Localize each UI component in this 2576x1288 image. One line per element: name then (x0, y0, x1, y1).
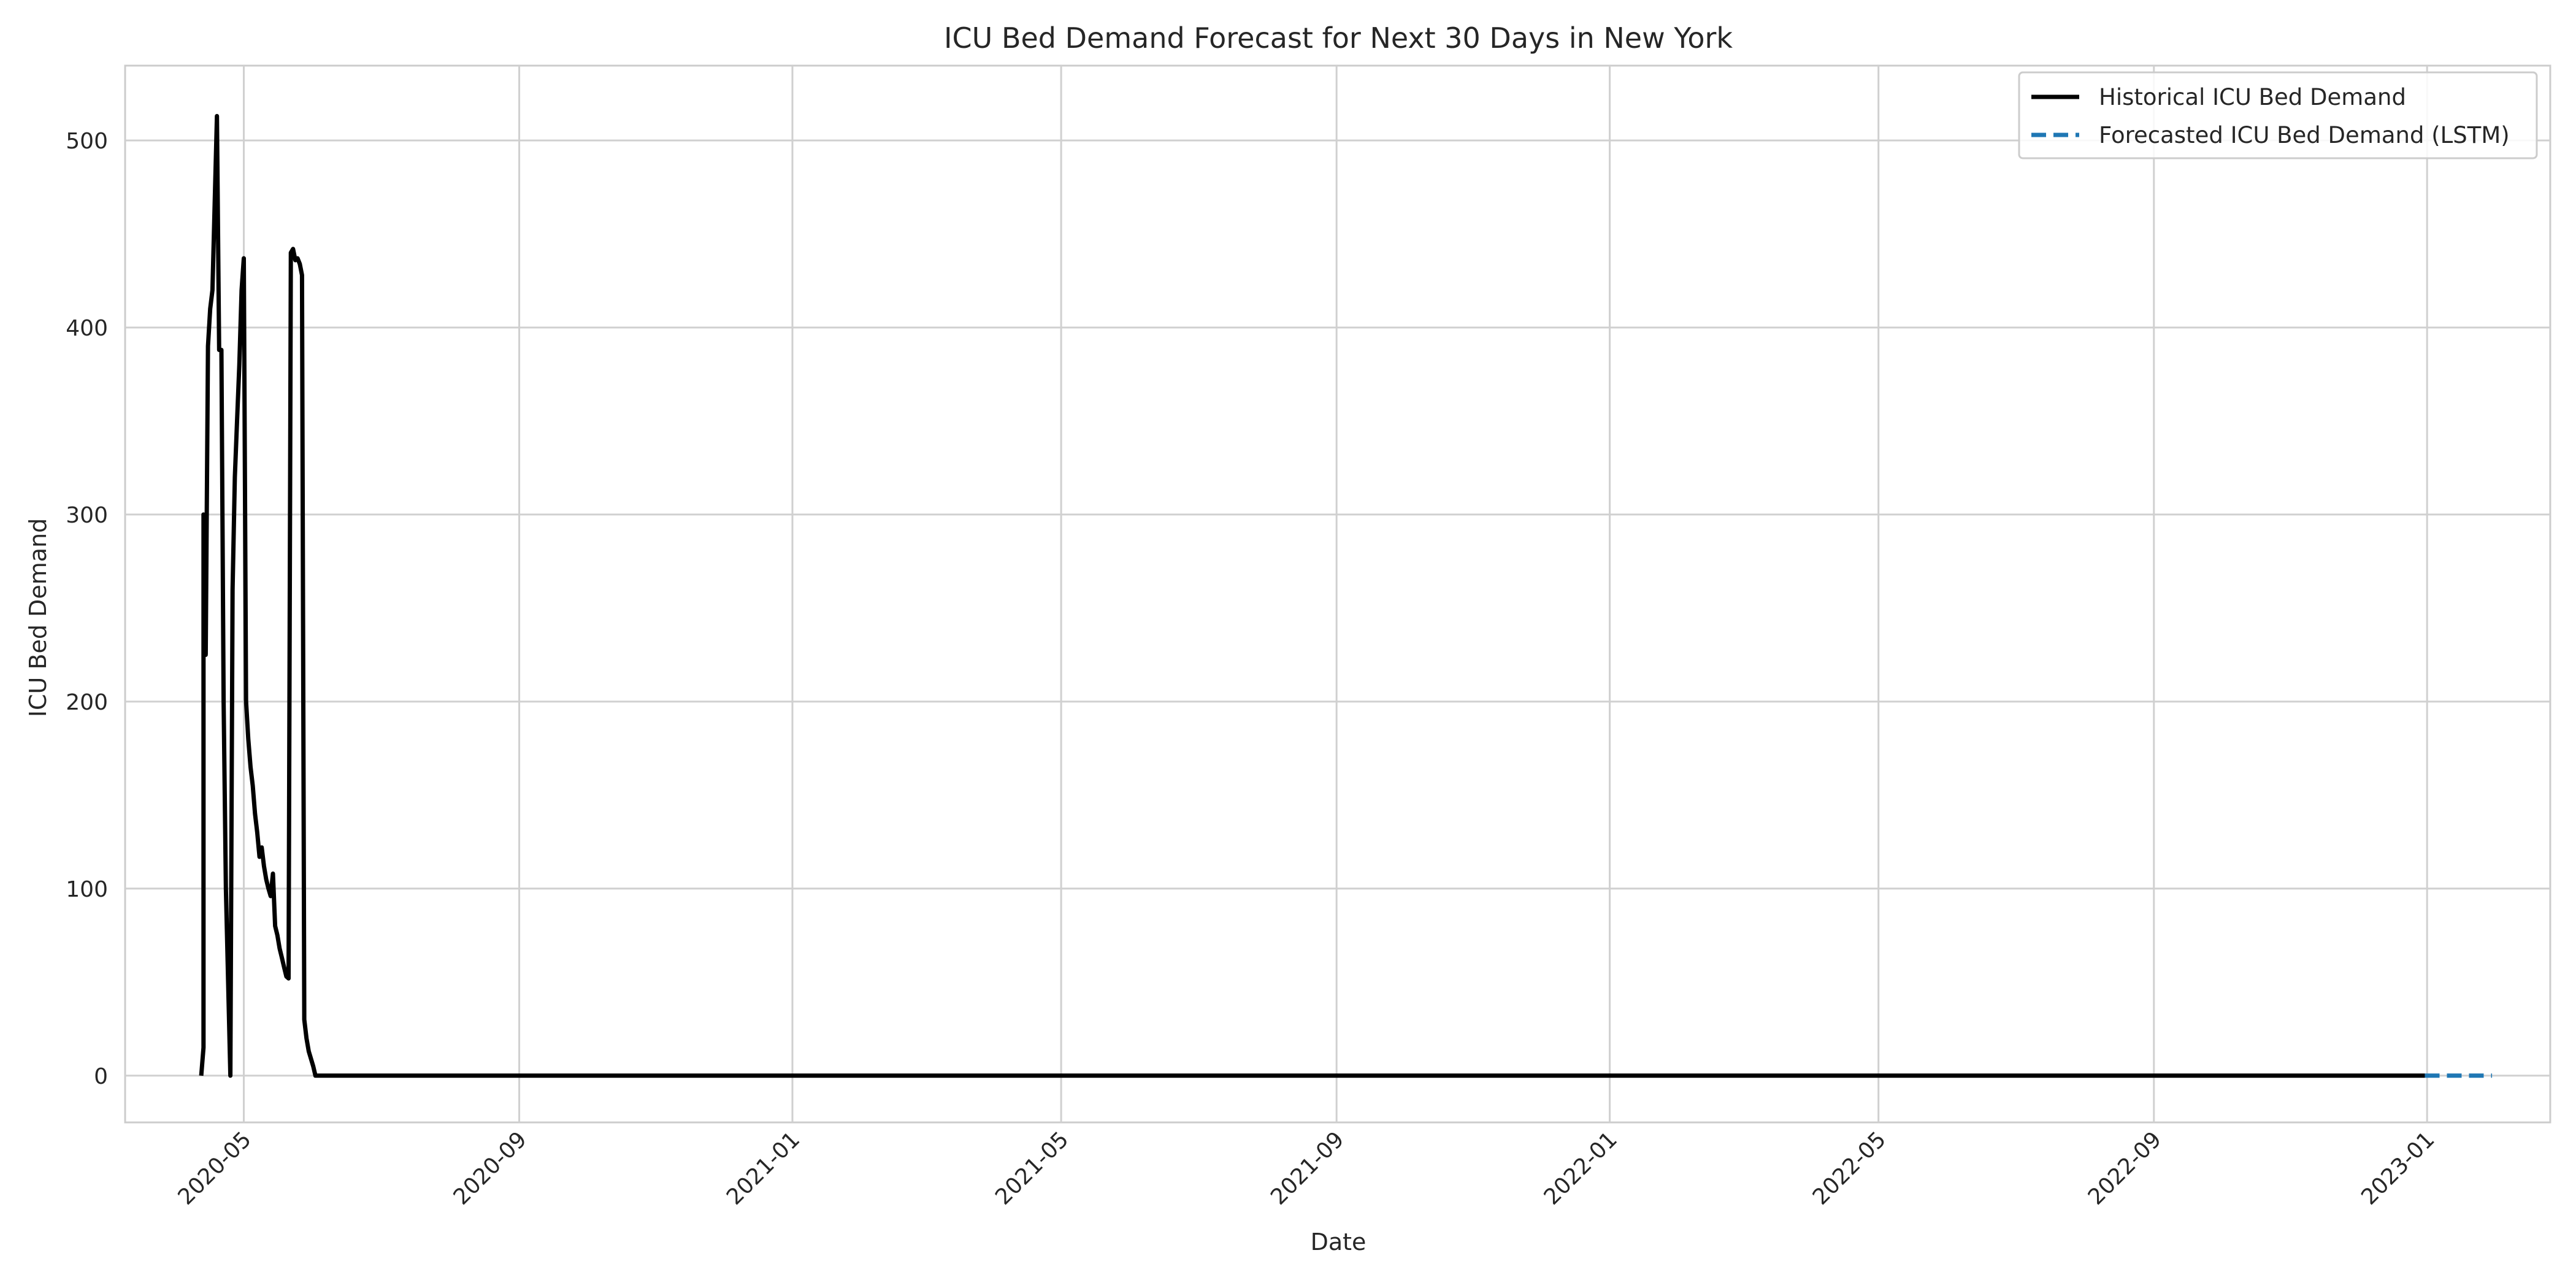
x-tick-label: 2022-05 (1808, 1127, 1891, 1209)
x-tick-label: 2020-09 (449, 1127, 532, 1209)
y-tick-label: 300 (66, 503, 108, 528)
y-axis-label: ICU Bed Demand (25, 518, 52, 717)
y-tick-label: 0 (94, 1064, 108, 1089)
legend-historical-label: Historical ICU Bed Demand (2099, 84, 2406, 110)
y-tick-label: 100 (66, 877, 108, 902)
x-tick-label: 2021-01 (722, 1127, 805, 1209)
chart-title: ICU Bed Demand Forecast for Next 30 Days… (944, 21, 1733, 55)
x-tick-label: 2020-05 (174, 1127, 256, 1209)
legend: Historical ICU Bed Demand Forecasted ICU… (2018, 71, 2538, 159)
legend-forecast-label: Forecasted ICU Bed Demand (LSTM) (2099, 122, 2510, 148)
y-tick-label: 400 (66, 316, 108, 341)
x-tick-label: 2022-01 (1539, 1127, 1622, 1209)
x-tick-label: 2021-05 (991, 1127, 1073, 1209)
x-tick-label: 2022-09 (2083, 1127, 2166, 1209)
y-axis: 0 100 200 300 400 500 (66, 129, 108, 1089)
y-tick-label: 200 (66, 690, 108, 715)
plot-frame (124, 64, 2551, 1124)
x-axis: 2020-05 2020-09 2021-01 2021-05 2021-09 2022-… (174, 1127, 2440, 1209)
series-layer (199, 113, 2493, 1078)
historical-series-line (199, 113, 2425, 1078)
legend-frame (2018, 71, 2538, 159)
y-tick-label: 500 (66, 129, 108, 154)
x-tick-label: 2023-01 (2356, 1127, 2439, 1209)
x-tick-label: 2021-09 (1266, 1127, 1349, 1209)
plot-area (124, 64, 2551, 1124)
x-axis-label: Date (1311, 1229, 1367, 1255)
